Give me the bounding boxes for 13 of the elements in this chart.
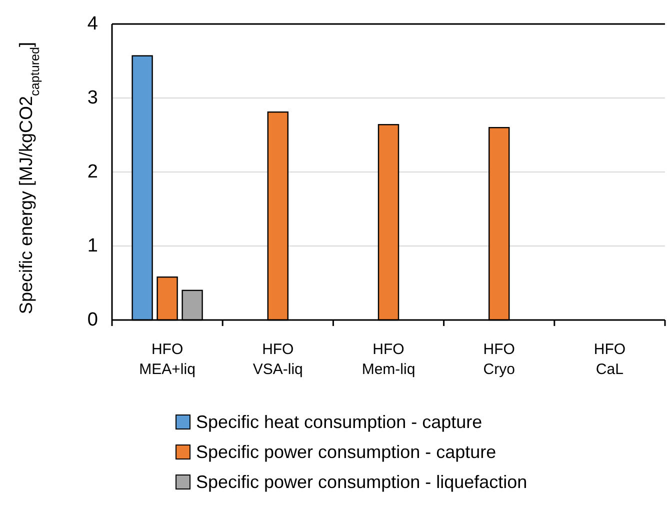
y-tick-label: 4 [87, 14, 98, 34]
legend-label: Specific power consumption - capture [196, 442, 496, 462]
y-tick-label: 2 [87, 162, 98, 182]
legend-label: Specific power consumption - liquefaction [196, 472, 528, 492]
x-tick-label: HFO Cryo [483, 341, 515, 378]
x-tick-label: HFO Mem-liq [362, 341, 416, 378]
y-tick-label: 0 [87, 310, 98, 330]
y-tick-label: 3 [87, 88, 98, 108]
x-tick-label: HFO CaL [594, 341, 626, 378]
x-tick-label: HFO MEA+liq [139, 341, 196, 378]
x-tick-label: HFO VSA-liq [252, 341, 303, 378]
legend-label: Specific heat consumption - capture [196, 412, 482, 432]
y-tick-label: 1 [87, 236, 98, 256]
